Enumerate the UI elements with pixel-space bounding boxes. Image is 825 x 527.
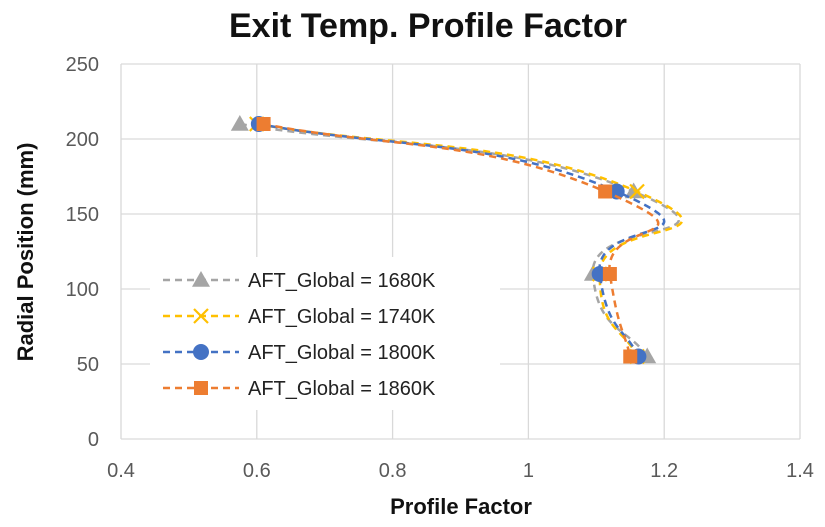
legend-marker-triangle [192, 271, 210, 287]
data-point-circle [608, 183, 625, 200]
x-tick-label: 0.8 [379, 460, 407, 482]
data-point-square [598, 184, 613, 199]
legend-marker-circle [193, 344, 209, 360]
x-tick-label: 1.4 [786, 460, 814, 482]
legend-item: AFT_Global = 1740K [163, 306, 436, 328]
y-tick-label: 150 [66, 204, 99, 226]
legend-marker-x [193, 308, 209, 324]
legend-item: AFT_Global = 1860K [163, 378, 436, 400]
y-tick-label: 0 [88, 429, 99, 451]
legend-label: AFT_Global = 1860K [248, 378, 436, 400]
y-tick-label: 50 [77, 354, 99, 376]
series-line [256, 122, 684, 358]
legend-label: AFT_Global = 1680K [248, 270, 436, 292]
series-line [258, 122, 666, 358]
chart-title: Exit Temp. Profile Factor [229, 7, 627, 45]
legend: AFT_Global = 1680K AFT_Global = 1740K AFT_… [150, 257, 500, 410]
y-tick-label: 250 [66, 54, 99, 76]
y-axis-ticks: 0 50 100 150 200 250 [66, 54, 99, 451]
series-4 [256, 117, 660, 364]
series-line [263, 122, 660, 357]
y-tick-label: 100 [66, 279, 99, 301]
legend-item: AFT_Global = 1680K [163, 270, 436, 292]
y-axis-title: Radial Position (mm) [13, 143, 38, 362]
x-tick-label: 0.4 [107, 460, 135, 482]
legend-label: AFT_Global = 1800K [248, 342, 436, 364]
legend-marker-square [194, 381, 208, 395]
y-tick-label: 200 [66, 129, 99, 151]
data-point-square [602, 267, 617, 281]
x-axis-ticks: 0.4 0.6 0.8 1 1.2 1.4 [107, 460, 814, 482]
legend-item: AFT_Global = 1800K [163, 342, 436, 364]
legend-label: AFT_Global = 1740K [248, 306, 436, 328]
x-tick-label: 1.2 [650, 460, 678, 482]
data-point-x [629, 183, 645, 200]
x-tick-label: 1 [523, 460, 534, 482]
legend-background [150, 257, 500, 410]
data-point-triangle [230, 115, 249, 131]
x-axis-title: Profile Factor [390, 494, 532, 519]
x-tick-label: 0.6 [243, 460, 271, 482]
series-layer [230, 115, 684, 365]
data-point-square [256, 117, 271, 131]
data-point-square [623, 349, 638, 364]
